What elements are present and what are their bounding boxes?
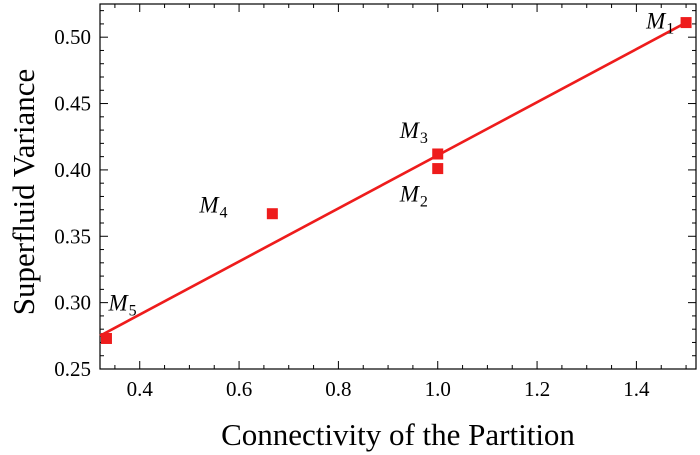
- y-tick-label: 0.40: [54, 158, 91, 182]
- data-point-m2: [432, 163, 444, 175]
- x-axis-title: Connectivity of the Partition: [221, 417, 575, 452]
- x-tick-label: 0.6: [226, 377, 252, 401]
- point-label-subscript: 5: [129, 302, 137, 319]
- data-point-m4: [266, 208, 278, 220]
- y-tick-label: 0.50: [54, 25, 91, 49]
- x-tick-label: 1.2: [524, 377, 550, 401]
- axes-frame: [99, 3, 697, 370]
- point-label-m3: M3: [399, 118, 428, 147]
- x-tick-label: 0.4: [127, 377, 154, 401]
- point-labels: M1 M2 M3 M4 M5: [107, 9, 674, 320]
- y-tick-label: 0.35: [54, 224, 91, 248]
- point-label-subscript: 4: [220, 205, 228, 222]
- point-label-subscript: 1: [666, 21, 674, 38]
- y-tick-label: 0.30: [54, 291, 91, 315]
- point-label-m1: M1: [645, 9, 674, 38]
- y-tick-label: 0.25: [54, 357, 91, 381]
- data-points: [100, 17, 692, 344]
- point-label-m4: M4: [198, 193, 227, 222]
- point-label-m2: M2: [399, 182, 428, 211]
- point-label-m5: M5: [107, 290, 136, 319]
- plot-frame: [99, 3, 697, 370]
- axis-ticks: 0.4 0.6 0.8 1.0 1.2 1.4 0.25 0.30 0.35 0.40 0.45 0.…: [54, 4, 696, 401]
- fit-line: [99, 21, 687, 337]
- data-point-m1: [680, 17, 692, 29]
- point-label-subscript: 3: [420, 130, 428, 147]
- x-tick-label: 1.0: [425, 377, 451, 401]
- y-tick-label: 0.45: [54, 92, 91, 116]
- x-tick-label: 0.8: [325, 377, 351, 401]
- data-point-m3: [432, 148, 444, 160]
- point-label-subscript: 2: [420, 194, 428, 211]
- y-axis-title: Superfluid Variance: [6, 69, 41, 316]
- data-point-m5: [100, 332, 112, 344]
- x-tick-label: 1.4: [623, 377, 650, 401]
- fit-line-group: [99, 21, 687, 337]
